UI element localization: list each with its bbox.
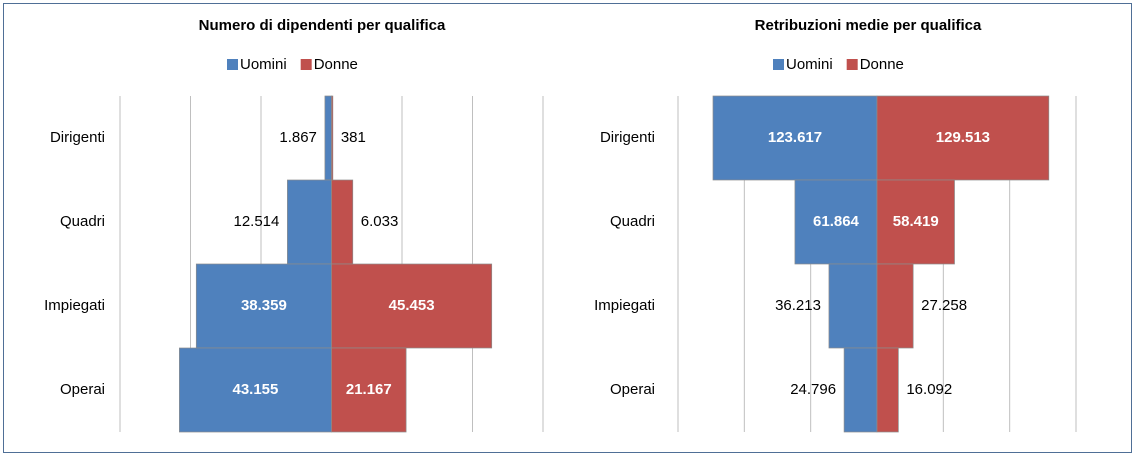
bar (876, 347, 899, 433)
legend-swatch (846, 59, 858, 70)
data-label: 123.617 (768, 129, 822, 146)
data-label: 61.864 (813, 213, 860, 230)
bar (876, 179, 955, 265)
category-label: Impiegati (594, 297, 655, 314)
data-label: 58.419 (893, 213, 939, 230)
bar (331, 347, 407, 433)
category-label: Quadri (60, 213, 105, 230)
data-label: 16.092 (906, 381, 952, 398)
category-label: Operai (60, 381, 105, 398)
bar (876, 263, 914, 349)
legend-swatch (300, 59, 312, 70)
bar (324, 95, 332, 181)
bar (179, 347, 332, 433)
bar (331, 263, 493, 349)
data-label: 27.258 (921, 297, 967, 314)
data-label: 381 (341, 129, 366, 146)
bar (712, 95, 878, 181)
category-label: Impiegati (44, 297, 105, 314)
data-label: 1.867 (279, 129, 317, 146)
legend-swatch (227, 59, 238, 70)
category-label: Dirigenti (50, 129, 105, 146)
bar (876, 95, 1050, 181)
legend-swatch (773, 59, 784, 70)
data-label: 21.167 (346, 381, 392, 398)
bar (287, 179, 332, 265)
legend-label: Donne (314, 56, 358, 73)
legend-label: Donne (860, 56, 904, 73)
category-label: Dirigenti (600, 129, 655, 146)
bar (828, 263, 878, 349)
category-label: Operai (610, 381, 655, 398)
data-label: 12.514 (233, 213, 279, 230)
bar (331, 95, 334, 181)
bar (331, 179, 354, 265)
data-label: 38.359 (241, 297, 287, 314)
bar (794, 179, 878, 265)
data-label: 36.213 (775, 297, 821, 314)
data-label: 6.033 (361, 213, 399, 230)
data-label: 129.513 (936, 129, 990, 146)
bar (843, 347, 878, 433)
category-label: Quadri (610, 213, 655, 230)
legend-label: Uomini (240, 56, 287, 73)
chart-title: Numero di dipendenti per qualifica (199, 17, 446, 34)
data-label: 43.155 (232, 381, 278, 398)
data-label: 45.453 (389, 297, 435, 314)
chart-title: Retribuzioni medie per qualifica (755, 17, 982, 34)
legend-label: Uomini (786, 56, 833, 73)
data-label: 24.796 (790, 381, 836, 398)
frame (3, 3, 1132, 453)
